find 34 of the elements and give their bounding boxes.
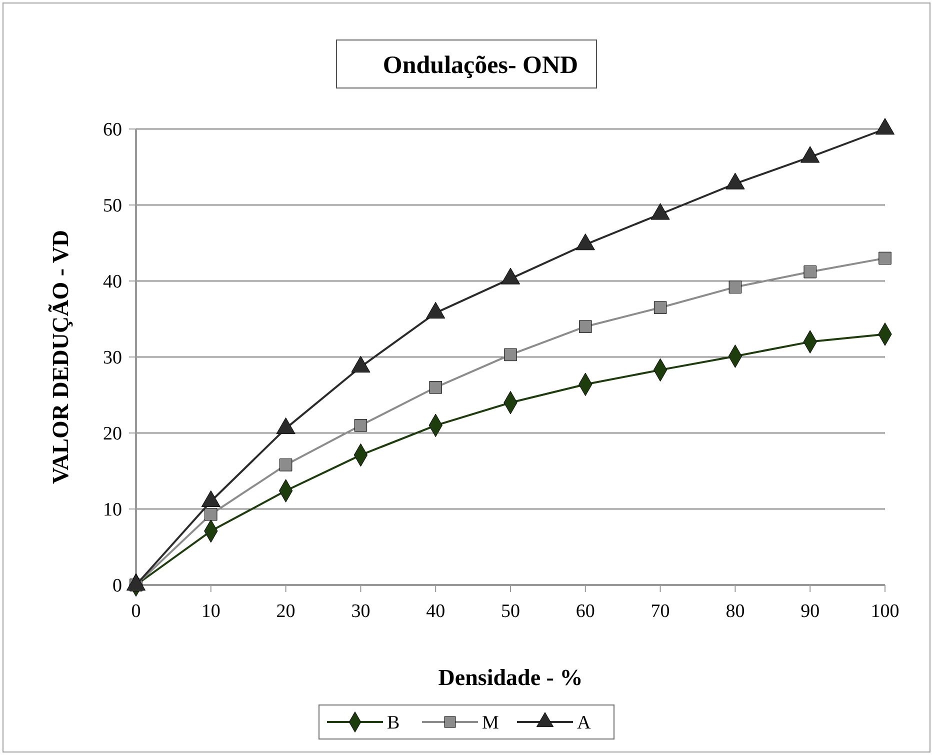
point — [728, 280, 742, 294]
x-tick-label: 40 — [426, 601, 446, 622]
legend-label: B — [387, 712, 400, 734]
x-tick-label: 10 — [201, 601, 220, 622]
y-tick-label: 30 — [103, 348, 122, 369]
x-tick-label: 50 — [501, 601, 520, 622]
x-tick-label: 20 — [276, 601, 296, 622]
point — [354, 419, 368, 432]
point — [279, 458, 292, 472]
legend-label: M — [482, 712, 499, 734]
x-tick-label: 70 — [650, 601, 670, 622]
y-tick-label: 20 — [103, 424, 122, 445]
x-axis-title: Densidade - % — [438, 665, 583, 690]
point — [878, 252, 892, 265]
y-tick-label: 10 — [103, 500, 122, 521]
y-tick-label: 0 — [112, 576, 122, 597]
point — [204, 508, 218, 521]
y-tick-label: 40 — [103, 272, 122, 293]
legend-label: A — [577, 712, 591, 734]
y-tick-label: 60 — [103, 120, 122, 141]
chart-title: Ondulações- OND — [382, 52, 578, 79]
x-tick-label: 80 — [726, 601, 745, 622]
x-tick-label: 30 — [351, 601, 370, 622]
point — [429, 381, 442, 394]
x-tick-label: 100 — [870, 601, 900, 622]
point — [654, 301, 667, 314]
point — [579, 320, 592, 333]
point — [504, 348, 517, 362]
x-tick-label: 0 — [131, 601, 141, 622]
y-tick-label: 50 — [103, 196, 122, 217]
x-tick-label: 60 — [576, 601, 595, 622]
point — [804, 266, 816, 278]
y-axis-title: VALOR DEDUÇÃO - VD — [48, 230, 73, 484]
x-tick-label: 90 — [800, 601, 820, 622]
